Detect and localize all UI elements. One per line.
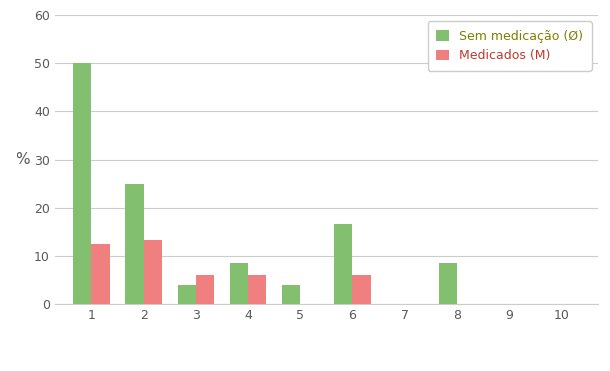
Bar [196,275,214,304]
Bar [282,285,300,304]
Bar [126,184,143,304]
Bar [178,285,196,304]
Bar [230,263,248,304]
Legend: Sem medicação (Ø), Medicados (M): Sem medicação (Ø), Medicados (M) [428,21,592,71]
Bar [143,240,162,304]
Y-axis label: %: % [16,152,30,167]
Bar [248,275,267,304]
Bar [353,275,371,304]
Bar [73,63,92,304]
Bar [334,224,353,304]
Bar [439,263,457,304]
Bar [92,244,110,304]
